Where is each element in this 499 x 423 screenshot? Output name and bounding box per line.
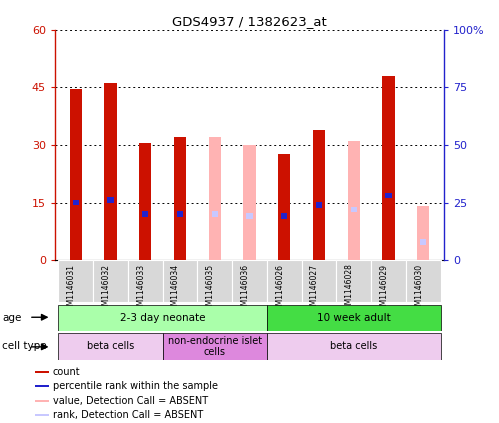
Bar [104, 83, 117, 260]
Bar [371, 260, 406, 302]
Text: count: count [53, 367, 80, 376]
Bar [128, 260, 163, 302]
Bar [417, 206, 429, 260]
Bar [107, 197, 114, 203]
Bar [34, 415, 49, 416]
Text: GSM1146034: GSM1146034 [171, 264, 180, 315]
Bar [163, 333, 267, 360]
Bar [174, 137, 186, 260]
Bar [267, 305, 441, 331]
Bar [209, 137, 221, 260]
Bar [198, 260, 232, 302]
Text: GSM1146029: GSM1146029 [380, 264, 389, 315]
Bar [232, 260, 267, 302]
Bar [244, 145, 255, 260]
Text: GSM1146026: GSM1146026 [275, 264, 284, 315]
Text: GSM1146032: GSM1146032 [101, 264, 110, 315]
Text: value, Detection Call = ABSENT: value, Detection Call = ABSENT [53, 396, 208, 406]
Bar [348, 141, 360, 260]
Bar [58, 333, 163, 360]
Text: GSM1146033: GSM1146033 [136, 264, 145, 315]
Bar [247, 214, 252, 219]
Bar [177, 211, 183, 217]
Bar [406, 260, 441, 302]
Bar [58, 305, 267, 331]
Text: GSM1146031: GSM1146031 [67, 264, 76, 315]
Text: cell type: cell type [2, 341, 47, 352]
Bar [313, 129, 325, 260]
Bar [73, 200, 79, 206]
Bar [70, 89, 82, 260]
Bar [351, 206, 357, 212]
Text: rank, Detection Call = ABSENT: rank, Detection Call = ABSENT [53, 410, 203, 420]
Bar [58, 260, 93, 302]
Text: non-endocrine islet
cells: non-endocrine islet cells [168, 335, 262, 357]
Text: percentile rank within the sample: percentile rank within the sample [53, 381, 218, 391]
Bar [336, 260, 371, 302]
Text: GSM1146028: GSM1146028 [345, 264, 354, 314]
Bar [267, 333, 441, 360]
Bar [34, 400, 49, 402]
Bar [301, 260, 336, 302]
Bar [267, 260, 301, 302]
Bar [93, 260, 128, 302]
Bar [316, 202, 322, 208]
Bar [34, 385, 49, 387]
Text: 2-3 day neonate: 2-3 day neonate [120, 313, 206, 323]
Bar [382, 76, 395, 260]
Text: beta cells: beta cells [330, 341, 377, 352]
Text: GSM1146036: GSM1146036 [241, 264, 250, 315]
Bar [385, 193, 392, 198]
Bar [163, 260, 198, 302]
Bar [139, 143, 151, 260]
Bar [212, 211, 218, 217]
Bar [281, 214, 287, 219]
Text: GSM1146030: GSM1146030 [414, 264, 423, 315]
Bar [34, 371, 49, 373]
Text: beta cells: beta cells [87, 341, 134, 352]
Bar [142, 211, 148, 217]
Bar [278, 154, 290, 260]
Text: GSM1146035: GSM1146035 [206, 264, 215, 315]
Text: 10 week adult: 10 week adult [317, 313, 391, 323]
Bar [420, 239, 426, 244]
Text: GDS4937 / 1382623_at: GDS4937 / 1382623_at [172, 15, 327, 28]
Text: GSM1146027: GSM1146027 [310, 264, 319, 315]
Text: age: age [2, 313, 22, 323]
